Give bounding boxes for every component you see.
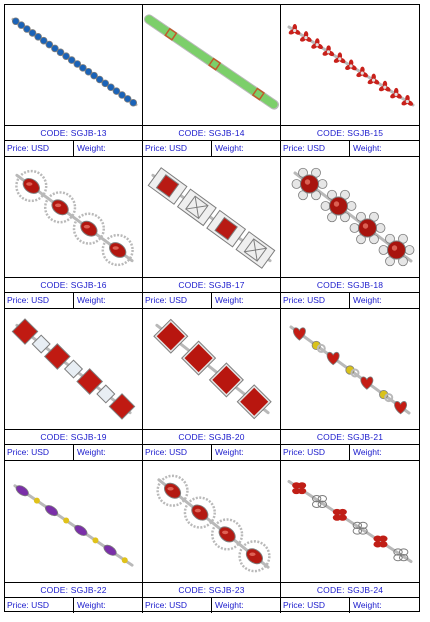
product-card: CODE: SGJB-17 Price: USD Weight: bbox=[143, 157, 281, 309]
product-code: CODE: SGJB-13 bbox=[5, 126, 142, 141]
price-label: Price: USD bbox=[281, 598, 350, 613]
price-label: Price: USD bbox=[143, 445, 212, 460]
product-code: CODE: SGJB-17 bbox=[143, 278, 280, 293]
product-code: CODE: SGJB-23 bbox=[143, 583, 280, 598]
weight-label: Weight: bbox=[77, 600, 106, 610]
product-card: CODE: SGJB-20 Price: USD Weight: bbox=[143, 309, 281, 461]
weight-label: Weight: bbox=[215, 143, 244, 153]
price-label: Price: USD bbox=[143, 141, 212, 156]
product-image bbox=[281, 309, 419, 430]
product-code: CODE: SGJB-14 bbox=[143, 126, 280, 141]
weight-label: Weight: bbox=[353, 143, 382, 153]
weight-label: Weight: bbox=[215, 447, 244, 457]
price-label: Price: USD bbox=[5, 598, 74, 613]
product-card: CODE: SGJB-21 Price: USD Weight: bbox=[281, 309, 419, 461]
garnet-princess-cut-bracelet-icon bbox=[153, 318, 272, 420]
product-card: CODE: SGJB-13 Price: USD Weight: bbox=[5, 5, 143, 157]
weight-label: Weight: bbox=[215, 600, 244, 610]
product-image bbox=[281, 157, 419, 278]
product-code: CODE: SGJB-15 bbox=[281, 126, 419, 141]
product-card: CODE: SGJB-14 Price: USD Weight: bbox=[143, 5, 281, 157]
product-catalog-grid: CODE: SGJB-13 Price: USD Weight: CODE: S… bbox=[4, 4, 420, 613]
product-image bbox=[281, 461, 419, 583]
green-gem-link-bracelet-icon bbox=[143, 14, 280, 110]
product-code: CODE: SGJB-21 bbox=[281, 430, 419, 445]
garnet-heart-citrine-bracelet-icon bbox=[289, 325, 411, 415]
weight-label: Weight: bbox=[215, 295, 244, 305]
product-card: CODE: SGJB-16 Price: USD Weight: bbox=[5, 157, 143, 309]
product-card: CODE: SGJB-19 Price: USD Weight: bbox=[5, 309, 143, 461]
garnet-flower-clover-bracelet-icon bbox=[287, 480, 413, 563]
product-card: CODE: SGJB-24 Price: USD Weight: bbox=[281, 461, 419, 613]
garnet-oval-clover-bracelet-icon bbox=[156, 474, 271, 573]
price-label: Price: USD bbox=[281, 445, 350, 460]
garnet-square-link-bracelet-icon bbox=[147, 167, 276, 269]
price-label: Price: USD bbox=[143, 293, 212, 308]
product-image bbox=[5, 157, 142, 278]
weight-label: Weight: bbox=[353, 447, 382, 457]
product-image bbox=[5, 5, 142, 126]
product-card: CODE: SGJB-23 Price: USD Weight: bbox=[143, 461, 281, 613]
price-label: Price: USD bbox=[281, 293, 350, 308]
product-code: CODE: SGJB-24 bbox=[281, 583, 419, 598]
product-image bbox=[281, 5, 419, 126]
amethyst-citrine-bracelet-icon bbox=[13, 484, 134, 567]
price-label: Price: USD bbox=[5, 293, 74, 308]
weight-label: Weight: bbox=[77, 447, 106, 457]
product-card: CODE: SGJB-18 Price: USD Weight: bbox=[281, 157, 419, 309]
price-label: Price: USD bbox=[143, 598, 212, 613]
product-code: CODE: SGJB-16 bbox=[5, 278, 142, 293]
weight-label: Weight: bbox=[353, 295, 382, 305]
blue-gem-tennis-bracelet-icon bbox=[11, 17, 138, 107]
product-code: CODE: SGJB-18 bbox=[281, 278, 419, 293]
product-image bbox=[143, 157, 280, 278]
product-code: CODE: SGJB-19 bbox=[5, 430, 142, 445]
product-image bbox=[5, 309, 142, 430]
product-image bbox=[143, 461, 280, 583]
red-gem-flower-bracelet-icon bbox=[287, 24, 415, 107]
price-label: Price: USD bbox=[5, 445, 74, 460]
price-label: Price: USD bbox=[281, 141, 350, 156]
price-label: Price: USD bbox=[5, 141, 74, 156]
product-code: CODE: SGJB-22 bbox=[5, 583, 142, 598]
weight-label: Weight: bbox=[77, 143, 106, 153]
product-image bbox=[143, 309, 280, 430]
product-card: CODE: SGJB-22 Price: USD Weight: bbox=[5, 461, 143, 613]
garnet-round-filigree-bracelet-icon bbox=[291, 167, 415, 267]
garnet-square-white-topaz-bracelet-icon bbox=[11, 318, 136, 420]
product-code: CODE: SGJB-20 bbox=[143, 430, 280, 445]
weight-label: Weight: bbox=[77, 295, 106, 305]
garnet-oval-filigree-bracelet-icon bbox=[15, 169, 134, 267]
weight-label: Weight: bbox=[353, 600, 382, 610]
product-image bbox=[143, 5, 280, 126]
product-card: CODE: SGJB-15 Price: USD Weight: bbox=[281, 5, 419, 157]
product-image bbox=[5, 461, 142, 583]
